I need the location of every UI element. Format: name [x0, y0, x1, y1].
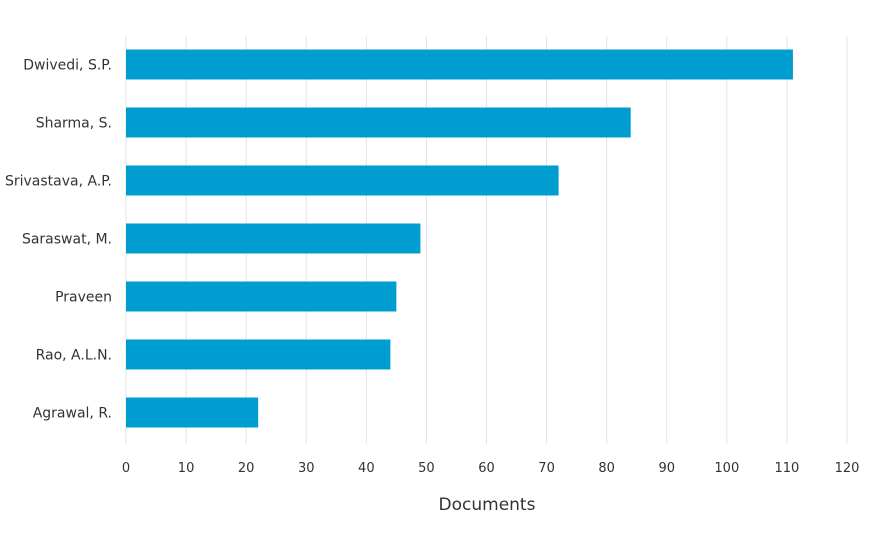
- tick-label-layer: 0 10 20 30 40 50 60 70 80 90 100 110 120: [122, 461, 860, 476]
- category-label: Srivastava, A.P.: [5, 174, 112, 190]
- bar-layer: [126, 49, 793, 428]
- x-tick-label: 120: [835, 461, 860, 476]
- x-tick-label: 80: [598, 461, 615, 476]
- x-tick-label: 100: [714, 461, 739, 476]
- bar[interactable]: [126, 49, 793, 80]
- x-tick-label: 40: [358, 461, 375, 476]
- x-tick-label: 70: [538, 461, 555, 476]
- bar[interactable]: [126, 223, 421, 254]
- x-tick-label: 0: [122, 461, 130, 476]
- category-label: Saraswat, M.: [22, 232, 112, 248]
- bar[interactable]: [126, 165, 559, 196]
- category-label: Agrawal, R.: [33, 406, 112, 422]
- category-label-layer: Dwivedi, S.P. Sharma, S. Srivastava, A.P. S…: [5, 58, 112, 422]
- x-tick-label: 30: [298, 461, 315, 476]
- bar[interactable]: [126, 339, 391, 370]
- x-tick-label: 10: [178, 461, 195, 476]
- category-label: Rao, A.L.N.: [36, 348, 112, 364]
- x-tick-label: 90: [658, 461, 675, 476]
- bar[interactable]: [126, 281, 397, 312]
- x-tick-label: 50: [418, 461, 435, 476]
- x-tick-label: 20: [238, 461, 255, 476]
- category-label: Sharma, S.: [36, 116, 112, 132]
- category-label: Praveen: [55, 290, 112, 306]
- x-tick-label: 60: [478, 461, 495, 476]
- category-label: Dwivedi, S.P.: [23, 58, 112, 74]
- x-axis-title: Documents: [439, 495, 536, 515]
- bar[interactable]: [126, 397, 259, 428]
- bar[interactable]: [126, 107, 631, 138]
- x-tick-label: 110: [775, 461, 800, 476]
